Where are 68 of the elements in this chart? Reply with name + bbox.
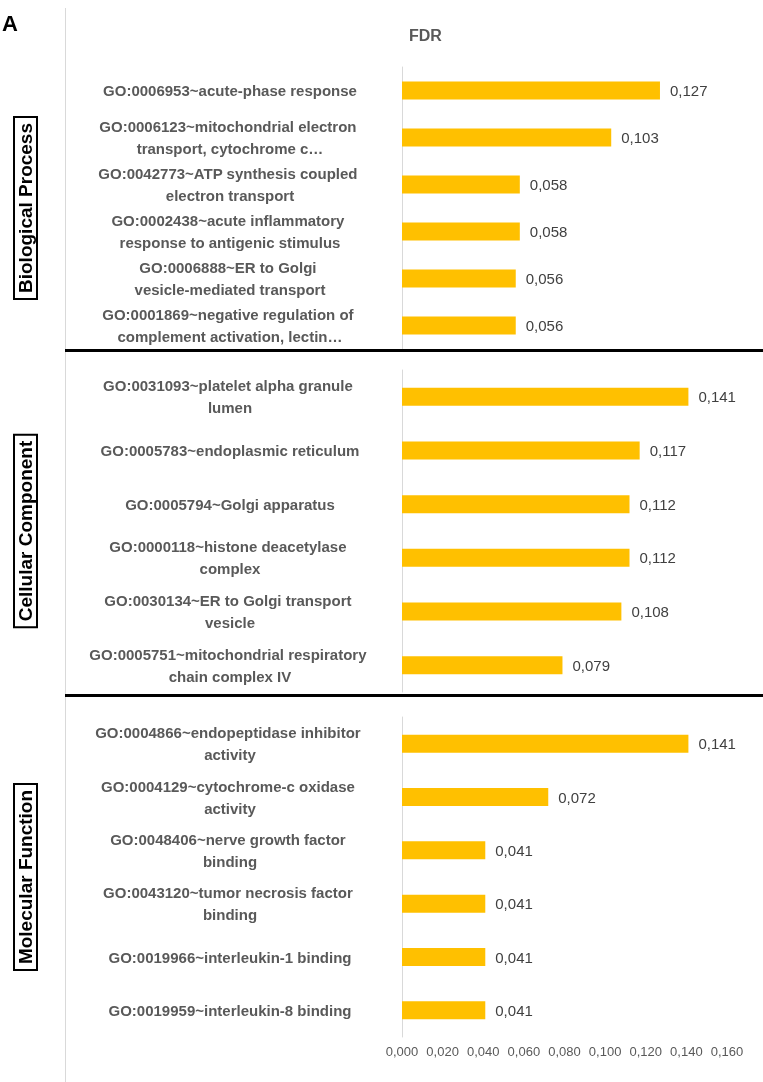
y-tick-label: GO:0043120~tumor necrosis factor binding — [103, 884, 357, 924]
data-label: 0,056 — [525, 317, 564, 334]
y-tick-label: GO:0002438~acute inflammatory response to antigenic stimulus — [111, 212, 349, 251]
x-tick-label: 0,140 — [670, 1044, 703, 1059]
y-tick-label: GO:0042773~ATP synthesis coupled electron transport — [98, 165, 362, 204]
y-axis-title: Biological Process — [15, 122, 36, 294]
y-tick-label: GO:0004866~endopeptidase inhibitor activity — [95, 724, 365, 764]
y-axis-title: Cellular Component — [15, 440, 36, 622]
y-tick-label: GO:0001869~negative regulation of complement activation, lectin… — [102, 306, 358, 345]
y-tick-label: GO:0019959~interleukin-8 binding — [108, 1001, 352, 1019]
x-tick-label: 0,000 — [385, 1044, 419, 1059]
data-label: 0,041 — [495, 895, 533, 913]
y-tick-label: GO:0005751~mitochondrial respiratory chain complex IV — [89, 645, 371, 685]
data-label: 0,041 — [495, 1001, 533, 1019]
y-axis-title: Molecular Function — [15, 789, 36, 965]
bar — [402, 788, 549, 806]
x-tick-label: 0,060 — [507, 1044, 541, 1059]
bar — [402, 495, 630, 514]
data-label: 0,112 — [639, 549, 676, 567]
y-tick-label: GO:0005783~endoplasmic reticulum — [100, 442, 360, 459]
bar — [402, 548, 630, 567]
bar — [402, 81, 660, 100]
data-label: 0,056 — [525, 270, 564, 287]
y-tick-label: GO:0004129~cytochrome-c oxidase activity — [100, 777, 360, 817]
y-tick-label: GO:0000118~histone deacetylase complex — [109, 538, 351, 578]
bar — [402, 734, 689, 753]
bar — [402, 441, 640, 460]
bar — [402, 656, 563, 675]
data-label: 0,079 — [572, 656, 611, 674]
y-tick-label: GO:0006123~mitochondrial electron transport, cytochrome c… — [99, 118, 361, 157]
y-tick-label: GO:0006953~acute-phase response — [103, 82, 357, 99]
x-tick-label: 0,100 — [588, 1044, 622, 1059]
data-label: 0,103 — [621, 129, 659, 146]
data-label: 0,041 — [495, 948, 533, 966]
x-tick-label: 0,120 — [629, 1044, 663, 1059]
bar — [402, 269, 516, 288]
data-label: 0,058 — [529, 223, 568, 240]
bar — [402, 316, 516, 335]
chart-title: FDR — [409, 26, 443, 44]
bar — [402, 1001, 486, 1020]
data-label: 0,141 — [698, 735, 736, 753]
bar — [402, 894, 486, 913]
x-tick-label: 0,160 — [710, 1044, 744, 1059]
data-label: 0,127 — [669, 82, 708, 99]
data-label: 0,112 — [639, 495, 676, 513]
y-tick-label: GO:0005794~Golgi apparatus — [125, 495, 335, 513]
y-tick-label: GO:0019966~interleukin-1 binding — [108, 948, 352, 966]
y-tick-label: GO:0006888~ER to Golgi vesicle-mediated transport — [134, 259, 326, 298]
bar — [402, 841, 486, 860]
x-tick-label: 0,080 — [548, 1044, 581, 1059]
y-tick-label: GO:0031093~platelet alpha granule lumen — [103, 377, 357, 417]
x-tick-label: 0,040 — [466, 1044, 500, 1059]
text: A — [2, 10, 18, 36]
y-tick-label: GO:0030134~ER to Golgi transport vesicle — [104, 592, 356, 631]
bar — [402, 602, 622, 621]
data-label: 0,108 — [631, 603, 669, 620]
bar — [402, 175, 520, 194]
y-tick-label: GO:0048406~nerve growth factor binding — [110, 830, 350, 870]
bar — [402, 387, 689, 406]
data-label: 0,072 — [558, 788, 596, 806]
data-label: 0,041 — [495, 841, 533, 859]
data-label: 0,141 — [698, 388, 736, 406]
bar — [402, 948, 486, 966]
bar — [402, 128, 612, 147]
bar — [402, 222, 520, 241]
x-tick-label: 0,020 — [426, 1044, 459, 1059]
data-label: 0,117 — [649, 442, 687, 459]
data-label: 0,058 — [529, 176, 568, 193]
